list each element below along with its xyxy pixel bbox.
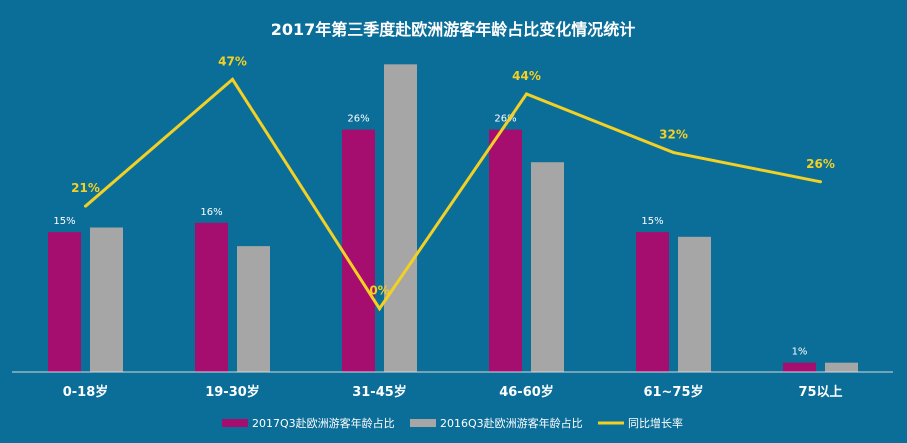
category-labels: 0-18岁 19-30岁 31-45岁 46-60岁 61~75岁 75以上: [63, 384, 843, 400]
yoy-label-1: 47%: [218, 54, 247, 68]
yoy-point-0: [84, 204, 87, 208]
bar-data-label-3: 26%: [494, 114, 516, 125]
bar-2017q3-1: [195, 222, 228, 372]
category-label-4: 61~75岁: [643, 384, 703, 400]
category-label-0: 0-18岁: [63, 384, 109, 400]
yoy-label-5: 26%: [806, 157, 835, 171]
bar-layer: 15% 16% 26% 26% 15% 1%: [48, 64, 858, 372]
yoy-label-4: 32%: [659, 128, 688, 142]
legend: 2017Q3赴欧洲游客年龄占比 2016Q3赴欧洲游客年龄占比 同比增长率: [222, 416, 683, 430]
bar-2016q3-1: [237, 246, 270, 372]
bar-data-label-1: 16%: [200, 207, 222, 218]
category-label-5: 75以上: [798, 385, 842, 400]
category-label-2: 31-45岁: [352, 384, 407, 400]
line-layer: 21% 47% 0% 44% 32% 26%: [71, 54, 835, 312]
yoy-label-3: 44%: [512, 69, 541, 83]
legend-bar-swatch-1: [410, 419, 436, 427]
bar-2016q3-0: [90, 227, 123, 372]
bar-2016q3-2: [384, 64, 417, 372]
chart-title: 2017年第三季度赴欧洲游客年龄占比变化情况统计: [271, 20, 636, 39]
yoy-point-4: [672, 151, 675, 155]
legend-label-1: 2016Q3赴欧洲游客年龄占比: [440, 416, 583, 430]
bar-2017q3-5: [783, 362, 816, 372]
bar-data-label-4: 15%: [641, 216, 663, 227]
legend-bar-swatch-0: [222, 419, 248, 427]
yoy-growth-line: [84, 77, 821, 312]
yoy-label-0: 21%: [71, 181, 100, 195]
bar-2017q3-4: [636, 232, 669, 372]
yoy-point-3: [525, 92, 528, 96]
yoy-label-2: 0%: [369, 284, 389, 298]
bar-2017q3-3: [489, 129, 522, 372]
category-label-1: 19-30岁: [205, 384, 260, 400]
yoy-point-2: [378, 307, 381, 311]
bar-data-label-2: 26%: [347, 114, 369, 125]
bar-data-label-5: 1%: [792, 347, 808, 358]
bar-2016q3-4: [678, 236, 711, 372]
category-label-3: 46-60岁: [499, 384, 554, 400]
yoy-point-5: [819, 180, 822, 184]
bar-2016q3-5: [825, 362, 858, 372]
legend-label-0: 2017Q3赴欧洲游客年龄占比: [252, 416, 395, 430]
bar-2017q3-0: [48, 232, 81, 372]
bar-2016q3-3: [531, 162, 564, 372]
yoy-point-1: [231, 77, 234, 81]
legend-label-2: 同比增长率: [628, 416, 683, 430]
bar-data-label-0: 15%: [53, 216, 75, 227]
bar-2017q3-2: [342, 129, 375, 372]
